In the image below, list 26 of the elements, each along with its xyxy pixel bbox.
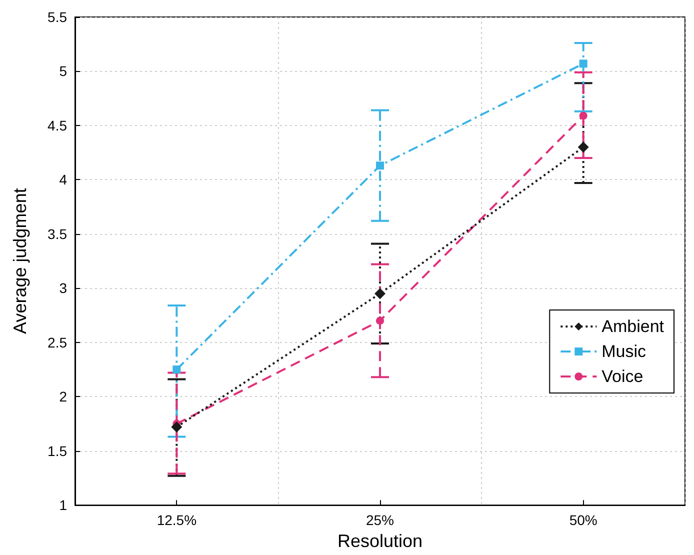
y-tick-label: 4.5: [48, 117, 68, 134]
y-tick-label: 2: [59, 388, 68, 405]
x-axis-title: Resolution: [337, 531, 423, 551]
x-tick-label: 25%: [366, 512, 394, 528]
point: [376, 162, 384, 170]
point: [374, 288, 386, 300]
y-tick-label: 1.5: [48, 442, 68, 459]
point: [578, 142, 589, 153]
y-tick-label: 5.5: [48, 9, 68, 25]
point: [579, 60, 588, 68]
y-tick-label: 3: [59, 280, 68, 296]
y-tick-label: 2.5: [48, 334, 68, 350]
x-tick-label: 50%: [569, 512, 598, 528]
point: [172, 366, 181, 374]
x-tick-label: 12.5%: [156, 512, 197, 528]
y-tick-label: 5: [59, 63, 68, 80]
legend-label: Ambient: [602, 317, 664, 336]
y-axis-title: Average judgment: [10, 188, 30, 334]
point: [376, 316, 384, 325]
legend-label: Voice: [602, 367, 644, 386]
y-tick-label: 1: [59, 497, 68, 514]
y-tick-label: 4: [59, 172, 68, 188]
point: [171, 422, 182, 433]
point: [579, 112, 588, 120]
y-tick-label: 3.5: [48, 226, 68, 242]
legend-label: Music: [602, 342, 647, 361]
